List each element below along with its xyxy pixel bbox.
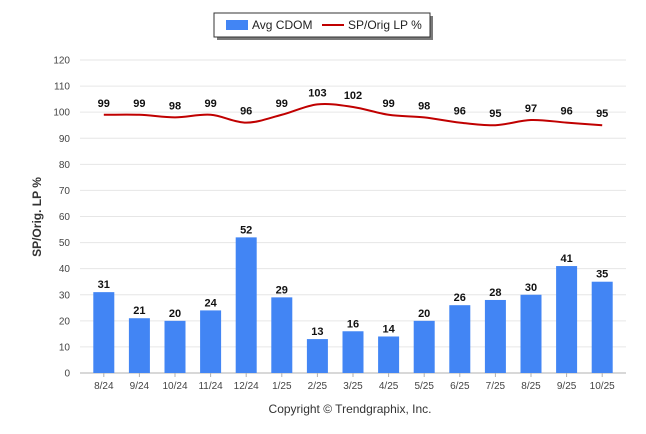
bar-value-label: 16 [347,318,359,330]
y-tick-label: 60 [59,212,71,223]
line-value-label: 96 [454,106,466,118]
line-value-label: 99 [98,98,110,110]
bar-value-label: 24 [204,297,217,309]
y-axis-ticks: 0 10 20 30 40 50 60 70 80 90 100 110 120 [53,56,70,380]
line-value-label: 99 [133,98,145,110]
bar-data-labels: 31 21 20 24 52 29 13 16 14 20 26 28 30 41 35 [98,224,609,338]
bar-value-label: 20 [169,308,181,320]
line-data-labels: 99 99 98 99 96 99 103 102 99 98 96 95 97 96 95 [98,87,609,120]
line-value-label: 96 [560,106,572,118]
copyright-text: Copyright © Trendgraphix, Inc. [269,402,432,416]
y-axis-title: SP/Orig. LP % [30,177,44,257]
y-tick-label: 30 [59,290,71,301]
bar [484,299,506,373]
x-tick-label: 8/24 [94,381,114,392]
bar-value-label: 26 [454,292,466,304]
line-value-label: 102 [344,90,362,102]
bar-value-label: 31 [98,279,110,291]
line-value-label: 99 [382,98,394,110]
x-tick-label: 8/25 [521,381,541,392]
y-tick-label: 70 [59,186,71,197]
bar [164,320,186,373]
bar [591,281,613,373]
line-value-label: 95 [489,108,501,120]
x-tick-label: 12/24 [234,381,259,392]
bar-value-label: 28 [489,287,501,299]
bar [200,310,222,373]
x-tick-label: 10/24 [162,381,187,392]
bar-value-label: 14 [382,323,395,335]
x-tick-label: 9/25 [557,381,577,392]
legend-box [213,12,431,38]
line-value-label: 98 [169,100,181,112]
y-tick-label: 80 [59,160,71,171]
bar [556,266,578,373]
bar-series [93,237,613,373]
x-tick-label: 1/25 [272,381,292,392]
bar-value-label: 13 [311,326,323,338]
bar [271,297,293,373]
x-tick-label: 6/25 [450,381,470,392]
line-value-label: 97 [525,103,537,115]
bar-value-label: 20 [418,308,430,320]
y-tick-label: 50 [59,238,71,249]
x-tick-label: 9/24 [130,381,150,392]
bar [93,292,115,373]
bar [128,318,150,373]
line-value-label: 99 [204,98,216,110]
legend-label-bar: Avg CDOM [252,18,312,32]
y-tick-label: 100 [53,108,70,119]
x-tick-label: 2/25 [308,381,328,392]
x-tick-label: 10/25 [590,381,615,392]
y-tick-label: 20 [59,316,71,327]
y-tick-label: 120 [53,56,70,67]
y-tick-label: 0 [64,369,70,380]
line-value-label: 98 [418,100,430,112]
bar [342,331,364,373]
legend: Avg CDOM SP/Orig LP % [213,12,433,40]
legend-swatch-bar [226,20,248,30]
bar [306,339,328,373]
line-value-label: 99 [276,98,288,110]
bar [235,237,257,373]
x-tick-label: 11/24 [198,381,223,392]
bar [413,320,435,373]
y-tick-label: 90 [59,134,71,145]
bar-value-label: 35 [596,269,608,281]
bar-value-label: 41 [560,253,572,265]
bar-value-label: 21 [133,305,145,317]
line-value-label: 96 [240,106,252,118]
bar [378,336,400,373]
y-tick-label: 10 [59,342,71,353]
bar-value-label: 52 [240,224,252,236]
bar [520,294,542,373]
legend-label-line: SP/Orig LP % [348,18,422,32]
x-tick-label: 3/25 [343,381,363,392]
bar-value-label: 29 [276,284,288,296]
y-tick-label: 110 [54,82,70,93]
sp-orig-line [103,102,603,127]
x-tick-label: 5/25 [414,381,434,392]
x-tick-label: 7/25 [486,381,506,392]
bar-value-label: 30 [525,282,537,294]
line-value-label: 103 [308,87,326,99]
y-tick-label: 40 [59,264,71,275]
x-axis-ticks: 8/24 9/24 10/24 11/24 12/24 1/25 2/25 3/25 4/25 5… [94,373,615,392]
x-tick-label: 4/25 [379,381,399,392]
line-value-label: 95 [596,108,608,120]
bar [449,305,471,373]
